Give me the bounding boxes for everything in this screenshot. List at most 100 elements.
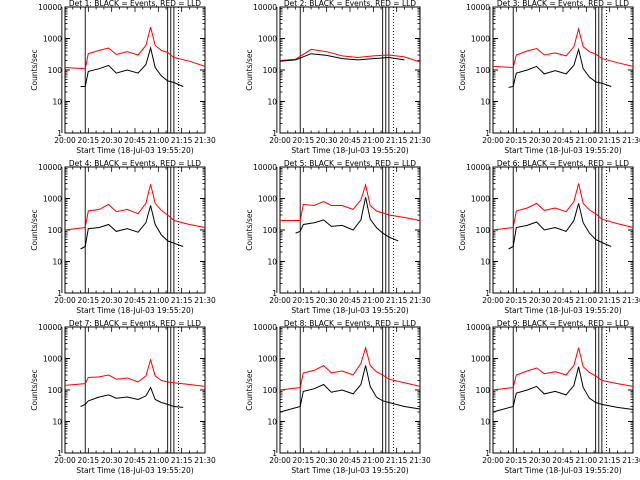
- panel-det-5: 1 10 100 1000 10000 20:00 20:15 20:30 20:45 21:00…: [245, 159, 431, 315]
- x-tick-label: 21:30: [409, 456, 431, 465]
- y-tick-label: 1000: [258, 195, 277, 204]
- y-axis-label: Counts/sec: [245, 369, 254, 410]
- x-tick-label: 20:30: [316, 456, 338, 465]
- y-axis-label: Counts/sec: [30, 49, 39, 90]
- y-tick-label: 100: [263, 226, 278, 235]
- panel-det-6: 1 10 100 1000 10000 20:00 20:15 20:30 20:45 21:00…: [458, 159, 640, 315]
- x-tick-label: 21:30: [409, 296, 431, 305]
- x-tick-label: 20:15: [293, 136, 315, 145]
- x-tick-label: 21:15: [386, 136, 408, 145]
- x-tick-label: 20:45: [552, 136, 574, 145]
- x-tick-label: 21:00: [363, 456, 385, 465]
- events-series-line: [279, 365, 421, 413]
- chart-title: Det 5: BLACK = Events, RED = LLD: [284, 159, 416, 168]
- lld-series-line: [492, 347, 634, 391]
- x-tick-label: 21:15: [599, 296, 621, 305]
- x-tick-label: 21:00: [363, 296, 385, 305]
- y-tick-label: 10000: [466, 163, 490, 172]
- panel-det-8: 1 10 100 1000 10000 20:00 20:15 20:30 20:45 21:00…: [245, 319, 431, 475]
- x-tick-label: 21:00: [576, 456, 598, 465]
- chart-title: Det 8: BLACK = Events, RED = LLD: [284, 319, 416, 328]
- x-tick-label: 20:30: [316, 136, 338, 145]
- y-tick-label: 10000: [38, 163, 62, 172]
- x-tick-label: 20:45: [552, 296, 574, 305]
- x-tick-label: 21:30: [622, 136, 640, 145]
- x-axis-label: Start Time (18-Jul-03 19:55:20): [291, 146, 408, 155]
- x-tick-label: 21:15: [171, 296, 193, 305]
- x-axis-label: Start Time (18-Jul-03 19:55:20): [504, 306, 621, 315]
- events-series-line: [279, 53, 405, 62]
- y-tick-label: 10000: [38, 3, 62, 12]
- x-tick-label: 20:30: [529, 456, 551, 465]
- lld-series-line: [280, 182, 421, 221]
- x-tick-label: 20:45: [124, 136, 146, 145]
- x-tick-label: 20:30: [101, 136, 123, 145]
- x-tick-label: 20:00: [482, 136, 504, 145]
- x-tick-label: 20:15: [78, 136, 100, 145]
- y-tick-label: 10: [267, 98, 277, 107]
- y-tick-label: 10000: [466, 3, 490, 12]
- lld-series-line: [64, 184, 206, 231]
- y-tick-label: 10: [480, 418, 490, 427]
- y-tick-label: 1: [485, 449, 490, 458]
- panel-det-1: 1 10 100 1000 10000 20:00 20:15 20:30 20:45 21:00…: [30, 0, 216, 155]
- y-tick-label: 100: [476, 226, 491, 235]
- x-tick-label: 20:15: [293, 296, 315, 305]
- y-tick-label: 1: [272, 289, 277, 298]
- y-tick-label: 1: [485, 289, 490, 298]
- x-tick-label: 21:30: [622, 456, 640, 465]
- x-tick-label: 20:45: [339, 456, 361, 465]
- x-tick-label: 20:00: [269, 456, 291, 465]
- x-tick-label: 20:30: [101, 456, 123, 465]
- events-series-line: [80, 46, 184, 87]
- panel-det-2: 1 10 100 1000 10000 20:00 20:15 20:30 20:45 21:00…: [245, 0, 431, 155]
- y-tick-label: 1: [272, 129, 277, 138]
- y-tick-label: 1: [272, 449, 277, 458]
- x-tick-label: 21:00: [363, 136, 385, 145]
- y-axis-label: Counts/sec: [458, 369, 467, 410]
- y-tick-label: 100: [476, 66, 491, 75]
- chart-title: Det 9: BLACK = Events, RED = LLD: [497, 319, 629, 328]
- panel-det-7: 1 10 100 1000 10000 20:00 20:15 20:30 20:45 21:00…: [30, 319, 216, 475]
- x-tick-label: 21:00: [148, 136, 170, 145]
- x-tick-label: 20:00: [269, 296, 291, 305]
- chart-title: Det 6: BLACK = Events, RED = LLD: [497, 159, 629, 168]
- x-tick-label: 21:15: [599, 456, 621, 465]
- x-tick-label: 20:30: [101, 296, 123, 305]
- x-tick-label: 20:45: [339, 136, 361, 145]
- events-series-line: [508, 203, 612, 250]
- y-tick-label: 10000: [466, 323, 490, 332]
- y-axis-label: Counts/sec: [30, 369, 39, 410]
- chart-title: Det 1: BLACK = Events, RED = LLD: [69, 0, 201, 8]
- x-axis-label: Start Time (18-Jul-03 19:55:20): [76, 466, 193, 475]
- x-tick-label: 20:30: [316, 296, 338, 305]
- y-axis-label: Counts/sec: [245, 49, 254, 90]
- y-tick-label: 10: [267, 418, 277, 427]
- y-axis-label: Counts/sec: [245, 209, 254, 250]
- y-tick-label: 1: [485, 129, 490, 138]
- y-tick-label: 1000: [43, 35, 62, 44]
- y-tick-label: 1: [57, 449, 62, 458]
- y-tick-label: 100: [476, 386, 491, 395]
- y-tick-label: 100: [48, 386, 63, 395]
- lld-series-line: [492, 183, 634, 231]
- x-tick-label: 20:30: [529, 296, 551, 305]
- x-tick-label: 20:45: [124, 296, 146, 305]
- y-tick-label: 10: [480, 258, 490, 267]
- events-series-line: [508, 47, 612, 88]
- y-axis-label: Counts/sec: [30, 209, 39, 250]
- chart-title: Det 4: BLACK = Events, RED = LLD: [69, 159, 201, 168]
- x-tick-label: 20:00: [54, 296, 76, 305]
- y-tick-label: 1000: [258, 35, 277, 44]
- x-tick-label: 21:00: [148, 456, 170, 465]
- x-tick-label: 21:15: [386, 456, 408, 465]
- lld-series-line: [64, 358, 206, 387]
- x-axis-label: Start Time (18-Jul-03 19:55:20): [291, 306, 408, 315]
- x-tick-label: 21:30: [194, 136, 216, 145]
- y-tick-label: 10: [480, 98, 490, 107]
- y-tick-label: 100: [48, 226, 63, 235]
- y-tick-label: 10000: [253, 323, 277, 332]
- x-axis-label: Start Time (18-Jul-03 19:55:20): [504, 146, 621, 155]
